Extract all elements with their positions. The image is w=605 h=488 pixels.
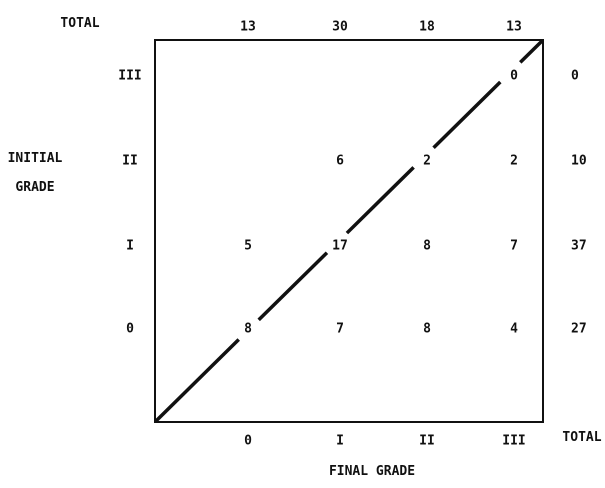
x-axis-title: FINAL GRADE [329, 464, 415, 479]
diagonal-line-segment [345, 166, 415, 235]
diagonal-line-segment [257, 251, 329, 322]
column-total-value: 13 [506, 20, 522, 35]
column-total-value: 30 [332, 20, 348, 35]
x-tick-label: III [502, 434, 525, 449]
y-tick-label: II [122, 154, 138, 169]
y-axis-title-line2: GRADE [15, 180, 54, 195]
row-total-value: 37 [571, 239, 587, 254]
cell-value: 5 [244, 239, 252, 254]
cell-value: 17 [332, 239, 348, 254]
cell-value: 6 [336, 154, 344, 169]
x-tick-label: II [419, 434, 435, 449]
x-tick-label: 0 [244, 434, 252, 449]
column-total-label: TOTAL [60, 16, 99, 31]
diagonal-line-segment [432, 80, 502, 149]
column-total-value: 18 [419, 20, 435, 35]
row-total-label: TOTAL [562, 430, 601, 445]
cell-value: 0 [510, 69, 518, 84]
cell-value: 2 [423, 154, 431, 169]
y-axis-title-line1: INITIAL [8, 151, 63, 166]
y-tick-label: III [118, 69, 141, 84]
plot-frame [154, 39, 544, 423]
row-total-value: 10 [571, 154, 587, 169]
cell-value: 4 [510, 322, 518, 337]
cell-value: 2 [510, 154, 518, 169]
y-tick-label: 0 [126, 322, 134, 337]
row-total-value: 0 [571, 69, 579, 84]
diagonal-line-segment [154, 338, 240, 423]
cell-value: 8 [423, 322, 431, 337]
column-total-value: 13 [240, 20, 256, 35]
x-tick-label: I [336, 434, 344, 449]
cell-value: 8 [244, 322, 252, 337]
y-tick-label: I [126, 239, 134, 254]
cell-value: 8 [423, 239, 431, 254]
diagonal-line-segment [519, 39, 544, 64]
row-total-value: 27 [571, 322, 587, 337]
cell-value: 7 [510, 239, 518, 254]
cell-value: 7 [336, 322, 344, 337]
